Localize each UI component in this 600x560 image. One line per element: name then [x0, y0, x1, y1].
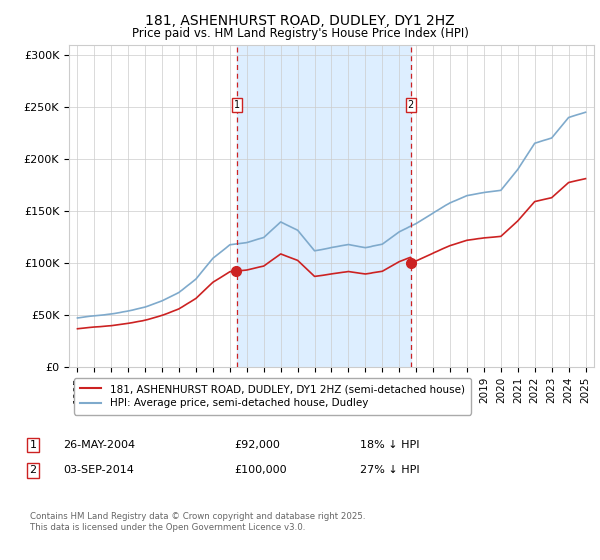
Bar — [236, 45, 410, 367]
Text: Contains HM Land Registry data © Crown copyright and database right 2025.
This d: Contains HM Land Registry data © Crown c… — [30, 512, 365, 532]
Text: Price paid vs. HM Land Registry's House Price Index (HPI): Price paid vs. HM Land Registry's House … — [131, 27, 469, 40]
Text: 1: 1 — [233, 100, 240, 110]
Text: 181, ASHENHURST ROAD, DUDLEY, DY1 2HZ: 181, ASHENHURST ROAD, DUDLEY, DY1 2HZ — [145, 14, 455, 28]
Text: 1: 1 — [29, 440, 37, 450]
Text: £100,000: £100,000 — [234, 465, 287, 475]
Text: 03-SEP-2014: 03-SEP-2014 — [63, 465, 134, 475]
Text: 27% ↓ HPI: 27% ↓ HPI — [360, 465, 419, 475]
Text: £92,000: £92,000 — [234, 440, 280, 450]
Text: 18% ↓ HPI: 18% ↓ HPI — [360, 440, 419, 450]
Text: 2: 2 — [29, 465, 37, 475]
Text: 26-MAY-2004: 26-MAY-2004 — [63, 440, 135, 450]
Text: 2: 2 — [407, 100, 414, 110]
Legend: 181, ASHENHURST ROAD, DUDLEY, DY1 2HZ (semi-detached house), HPI: Average price,: 181, ASHENHURST ROAD, DUDLEY, DY1 2HZ (s… — [74, 378, 471, 414]
